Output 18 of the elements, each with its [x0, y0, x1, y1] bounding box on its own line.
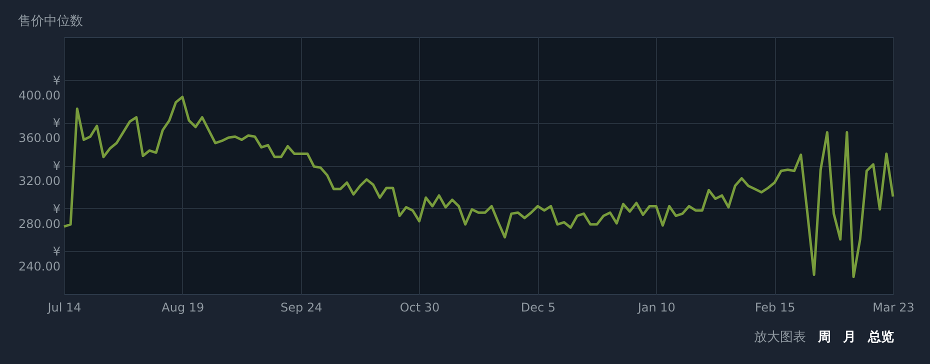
y-tick-label: ¥280.00 — [18, 202, 61, 231]
x-tick-label: Aug 19 — [162, 300, 204, 314]
text: 总览 — [868, 330, 894, 345]
chart-title: 售价中位数 — [18, 13, 83, 30]
y-tick-label: ¥320.00 — [18, 159, 61, 188]
text: 放大图表 — [754, 330, 806, 345]
x-tick-label: Mar 23 — [872, 300, 914, 314]
y-tick-label: ¥360.00 — [18, 116, 61, 146]
y-tick-label: ¥240.00 — [18, 244, 61, 274]
text: 月 — [843, 330, 856, 345]
x-tick-label: Jan 10 — [636, 300, 676, 314]
y-tick-label: ¥400.00 — [18, 73, 61, 102]
x-tick-label: Oct 30 — [400, 300, 440, 314]
x-tick-label: Dec 5 — [520, 300, 556, 314]
text: 周 — [818, 330, 831, 345]
x-tick-label: Jul 14 — [46, 300, 82, 314]
x-tick-label: Feb 15 — [754, 300, 796, 314]
x-tick-label: Sep 24 — [280, 300, 322, 314]
